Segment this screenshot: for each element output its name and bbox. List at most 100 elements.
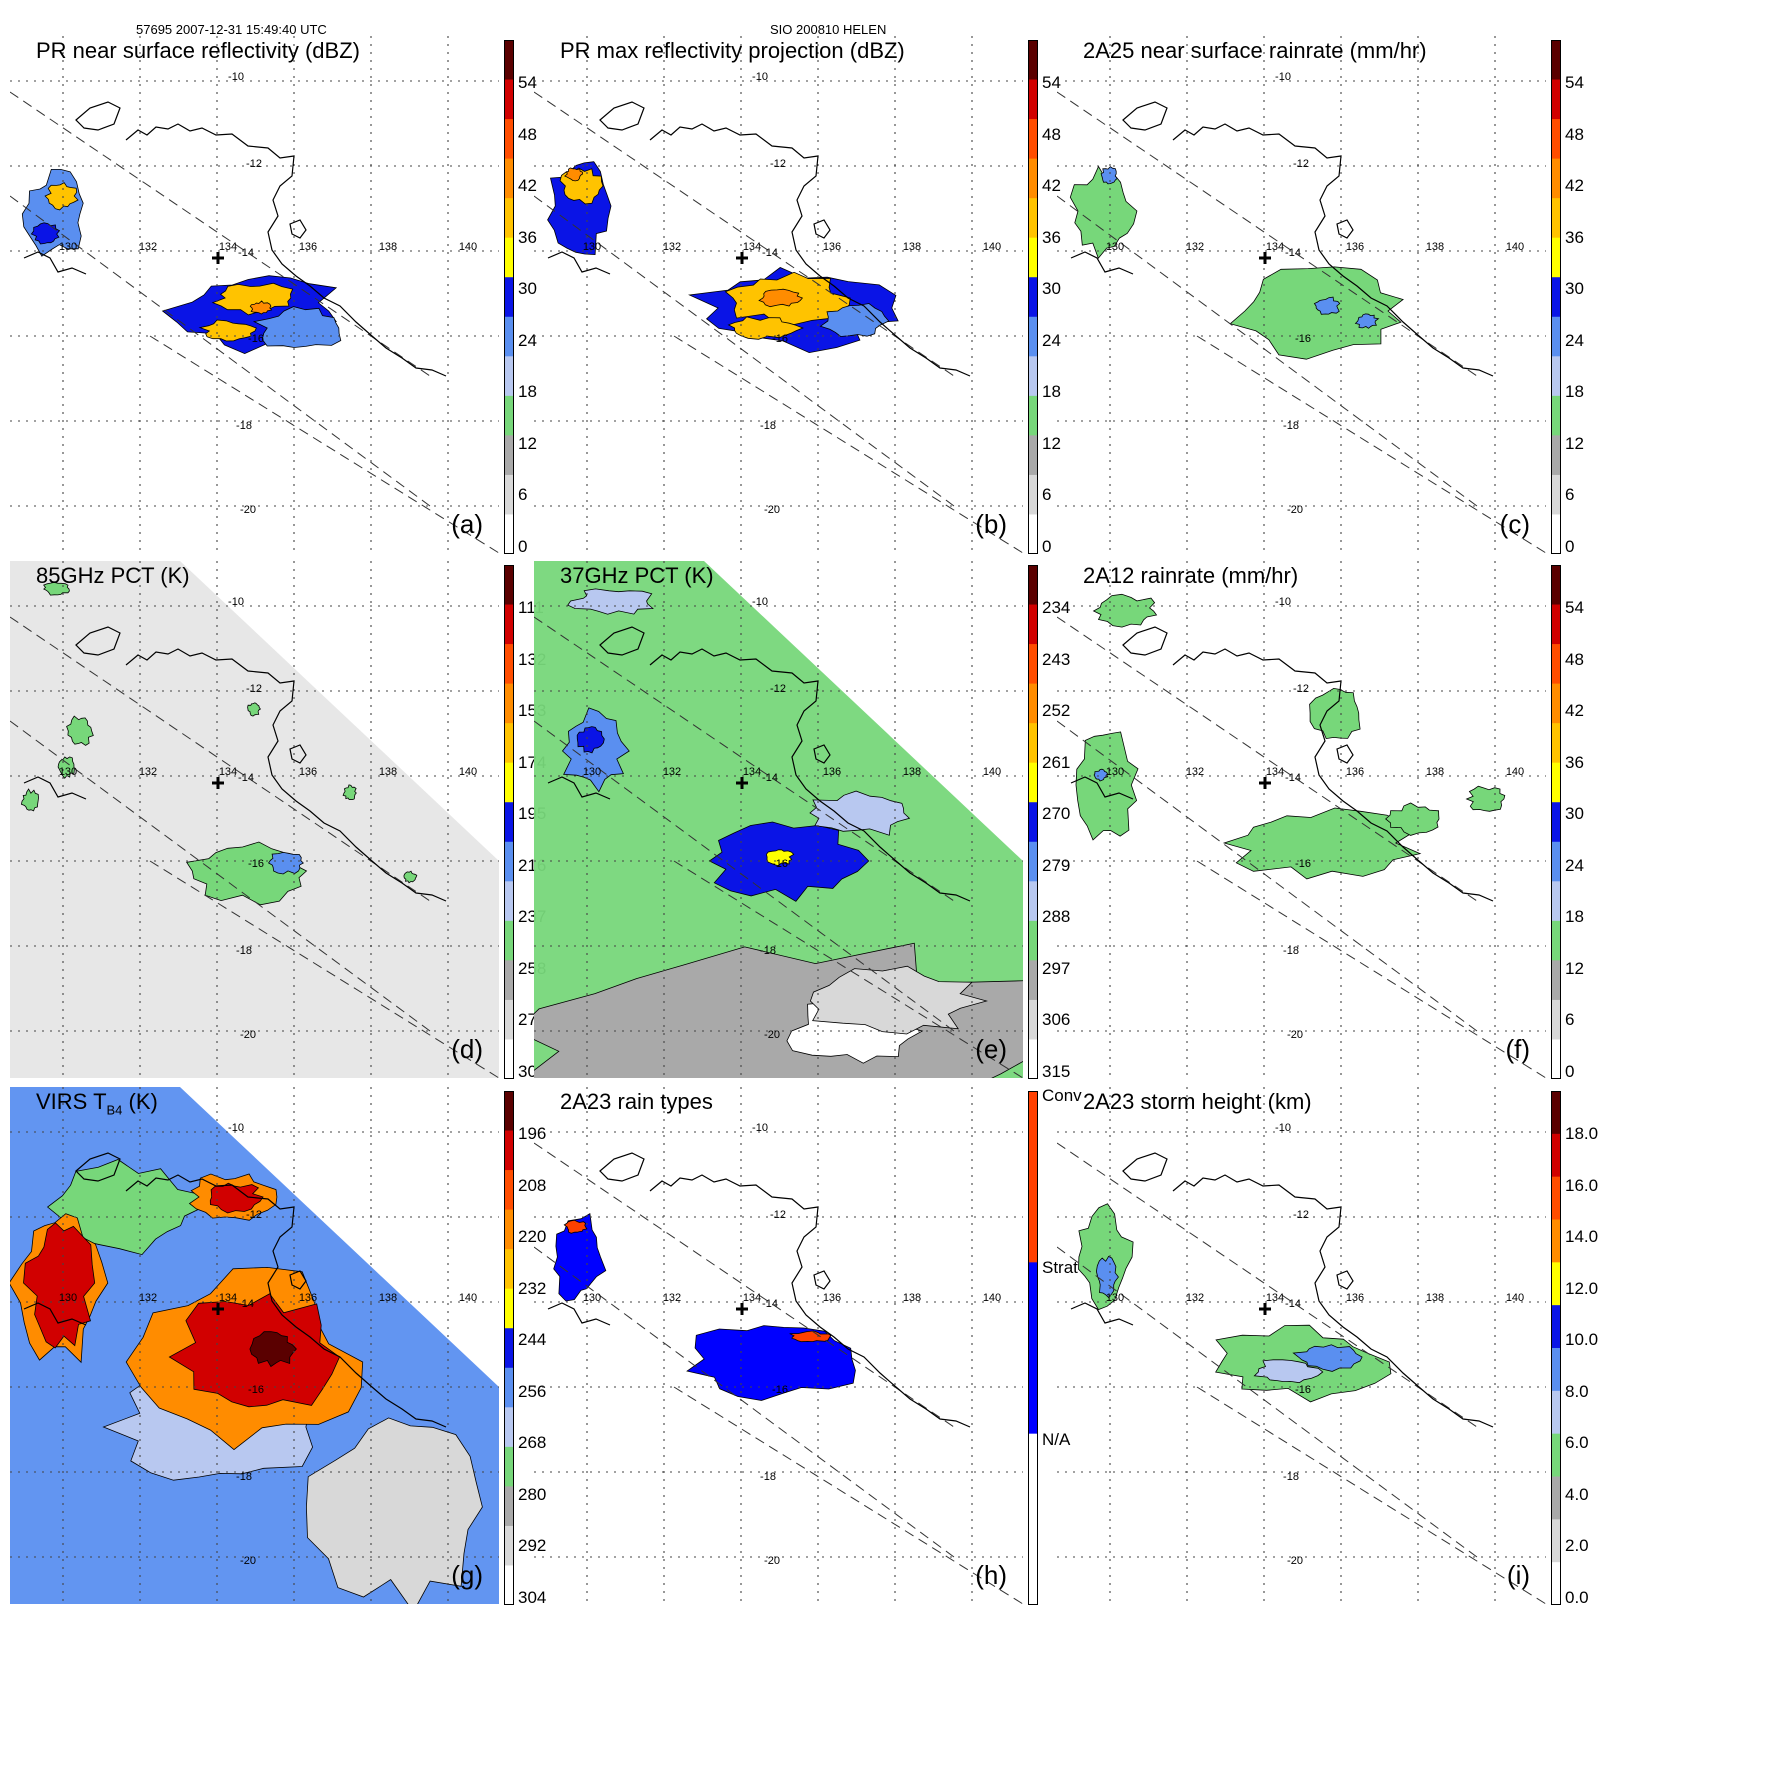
rain-field-5: [249, 1331, 297, 1368]
latitude-tick-label: -12: [246, 683, 262, 695]
rain-field-3: [789, 1330, 832, 1343]
rain-field-3: [1292, 1344, 1363, 1372]
rain-field-8: [567, 588, 654, 615]
colorbar-swatch: [504, 841, 514, 882]
panel-title-text: 37GHz PCT (K): [560, 563, 714, 588]
colorbar-swatch: [504, 40, 514, 81]
pr-swath-edge: [1057, 91, 1478, 377]
rain-field-4: [20, 788, 39, 812]
longitude-tick-label: 138: [1426, 766, 1444, 778]
longitude-tick-label: 140: [459, 241, 477, 253]
latitude-tick-label: -20: [764, 1555, 780, 1567]
coastline: [1070, 776, 1134, 800]
longitude-tick-label: 130: [59, 241, 77, 253]
colorbar-tick-label: 42: [1565, 176, 1584, 195]
colorbar-tick-label: 10.0: [1565, 1330, 1599, 1349]
longitude-tick-label: 132: [1186, 241, 1204, 253]
colorbar-swatch: [504, 565, 514, 606]
rain-field-6: [727, 316, 804, 340]
latitude-tick-label: -12: [246, 158, 262, 170]
colorbar-swatch: [504, 474, 514, 515]
colorbar-swatch: [1551, 1133, 1561, 1178]
longitude-tick-label: 136: [1346, 766, 1364, 778]
longitude-tick-label: 138: [903, 766, 921, 778]
longitude-tick-label: 130: [59, 1292, 77, 1304]
colorbar-tick-label: 243: [1042, 649, 1071, 669]
colorbar-swatch: [504, 514, 514, 555]
pr-swath-edge: [1196, 1386, 1546, 1604]
colorbar-tick-label: 42: [1565, 701, 1584, 720]
coastline: [75, 1152, 121, 1182]
colorbar-swatch: [504, 277, 514, 318]
panel-title-text: VIRS T: [36, 1089, 107, 1114]
panel-letter-label: (d): [451, 1034, 483, 1064]
panel-a-map: 130 132 134 136 138 140 -10 -12 -14 -16 -18 -20: [10, 36, 499, 553]
colorbar-swatch: [504, 1288, 514, 1329]
longitude-tick-label: 136: [823, 1292, 841, 1304]
latitude-tick-label: -18: [760, 420, 776, 432]
colorbar-swatch: [504, 158, 514, 199]
longitude-tick-label: 140: [459, 1292, 477, 1304]
colorbar-swatch: [1551, 762, 1561, 803]
rain-field-2: [564, 167, 583, 182]
colorbar-swatch: [1551, 198, 1561, 239]
longitude-tick-label: 132: [663, 1292, 681, 1304]
panel-title-text: 2A23 storm height (km): [1083, 1089, 1312, 1114]
colorbar-swatch: [504, 79, 514, 120]
latitude-tick-label: -18: [236, 945, 252, 957]
colorbar-tick-label: 14.0: [1565, 1227, 1599, 1246]
longitude-tick-label: 136: [1346, 241, 1364, 253]
coastline: [1172, 123, 1494, 377]
colorbar-swatch: [1028, 1039, 1038, 1080]
latitude-tick-label: -12: [1293, 683, 1309, 695]
rain-field-7: [23, 1222, 96, 1349]
longitude-tick-label: 134: [1266, 766, 1284, 778]
colorbar-tick-label: 304: [518, 1587, 547, 1607]
latitude-tick-label: -16: [1295, 858, 1311, 870]
colorbar-swatch: [1551, 1262, 1561, 1306]
latitude-tick-label: -10: [1275, 71, 1291, 83]
colorbar-tick-label: 220: [518, 1227, 547, 1246]
coastline: [599, 1152, 645, 1182]
latitude-tick-label: -20: [764, 504, 780, 516]
colorbar-tick-label: 306: [1042, 1010, 1071, 1029]
pr-swath-edge: [1196, 860, 1546, 1078]
pr-swath-edge: [673, 335, 1023, 553]
latitude-tick-label: -18: [1283, 1471, 1299, 1483]
colorbar-swatch: [1551, 1176, 1561, 1220]
longitude-tick-label: 134: [219, 241, 237, 253]
colorbar-swatch: [1028, 762, 1038, 803]
panel-title: VIRS TB4 (K): [36, 1089, 158, 1123]
longitude-tick-label: 134: [743, 1292, 761, 1304]
colorbar-tick-label: 288: [1042, 907, 1071, 926]
panel-h-map: 130 132 134 136 138 140 -10 -12 -14 -16 -18 -20: [534, 1087, 1023, 1604]
colorbar-b: 54 48 42 36 30 24 18 12 6 0: [1028, 40, 1076, 560]
colorbar-tick-label: 30: [1042, 279, 1061, 298]
longitude-tick-label: 140: [1506, 766, 1524, 778]
panel-letter-label: (f): [1505, 1034, 1530, 1064]
longitude-tick-label: 136: [823, 241, 841, 253]
colorbar-tick-label: 2.0: [1565, 1536, 1589, 1555]
colorbar-swatch: [1551, 723, 1561, 764]
longitude-tick-label: 136: [299, 241, 317, 253]
colorbar-swatch: [1028, 1433, 1038, 1606]
colorbar-tick-label: 30: [1565, 279, 1584, 298]
panel-e-map: 130 132 134 136 138 140 -10 -12 -14 -16 -18 -20: [534, 561, 1023, 1078]
longitude-tick-label: 134: [1266, 1292, 1284, 1304]
colorbar-swatch: [504, 723, 514, 764]
latitude-tick-label: -16: [248, 333, 264, 345]
longitude-tick-label: 132: [1186, 1292, 1204, 1304]
pr-swath-edge: [10, 616, 431, 902]
latitude-tick-label: -10: [1275, 1122, 1291, 1134]
colorbar-swatch: [1028, 395, 1038, 436]
colorbar-swatch: [1551, 1476, 1561, 1520]
colorbar-swatch: [1551, 40, 1561, 81]
colorbar-swatch: [1551, 565, 1561, 606]
colorbar-tick-label: 12: [518, 433, 537, 453]
colorbar-swatch: [504, 395, 514, 436]
pr-swath-edge: [10, 720, 431, 1032]
latitude-tick-label: -20: [1287, 1555, 1303, 1567]
panel-d: 130 132 134 136 138 140 -10 -12 -14 -16 -18 -20 85GH…: [10, 561, 499, 1078]
colorbar-swatch: [1551, 277, 1561, 318]
rain-field-1: [268, 851, 304, 875]
